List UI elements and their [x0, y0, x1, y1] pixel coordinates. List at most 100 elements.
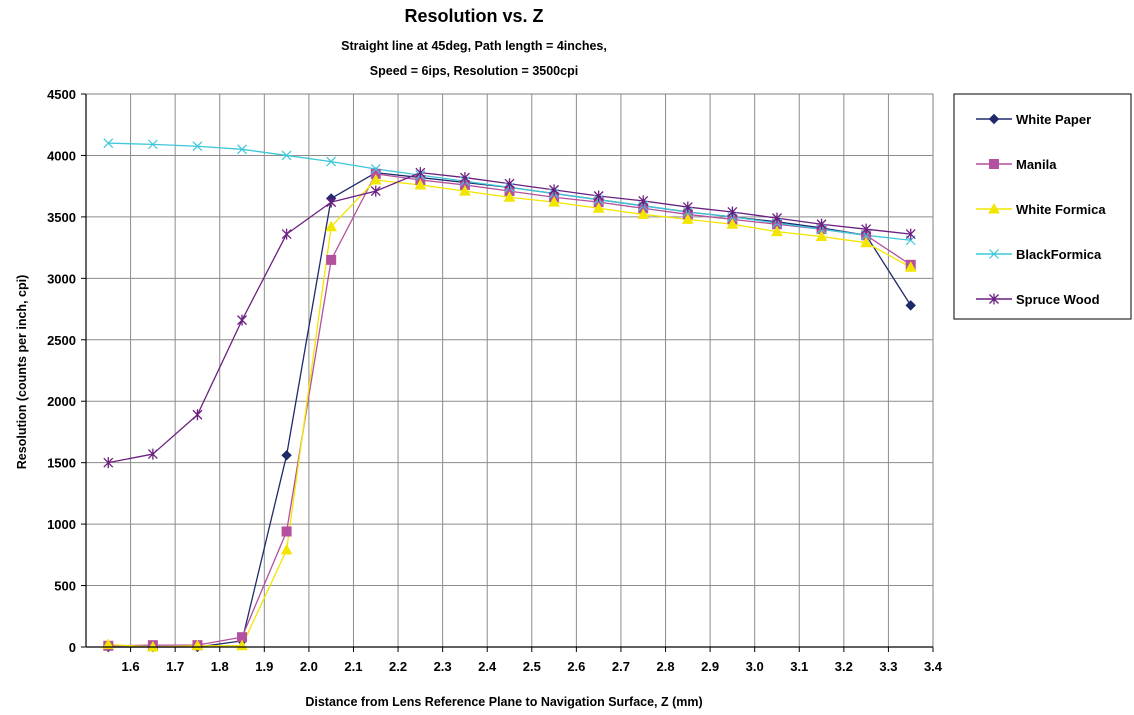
y-tick-label: 3000: [47, 271, 76, 286]
x-tick-label: 1.9: [255, 659, 273, 674]
legend-label-white-paper: White Paper: [1016, 112, 1091, 127]
point-spruce-wood: [549, 184, 560, 196]
point-spruce-wood: [772, 212, 782, 224]
y-tick-label: 500: [54, 579, 76, 594]
point-white-formica: [503, 191, 516, 202]
point-blackformica: [237, 144, 247, 155]
legend-item-manila: Manila: [976, 157, 1057, 172]
point-blackformica: [103, 138, 114, 149]
point-spruce-wood: [459, 172, 470, 184]
x-tick-label: 1.6: [122, 659, 140, 674]
point-spruce-wood: [281, 228, 292, 240]
point-spruce-wood: [147, 448, 158, 460]
point-spruce-wood: [593, 190, 604, 202]
point-white-paper: [281, 450, 292, 461]
point-white-formica: [860, 236, 872, 248]
legend-marker-manila: [989, 159, 999, 169]
point-manila: [326, 254, 337, 265]
y-tick-label: 4000: [47, 148, 76, 163]
point-spruce-wood: [103, 457, 114, 469]
x-tick-label: 2.2: [389, 659, 407, 674]
point-white-formica: [102, 638, 115, 650]
legend: White Paper Manila White Formica BlackFormi…: [953, 93, 1132, 320]
series-markers: [102, 138, 917, 653]
legend-label-manila: Manila: [1016, 157, 1057, 172]
point-white-formica: [592, 202, 605, 213]
legend-item-white-formica: White Formica: [976, 202, 1106, 217]
x-tick-label: 2.4: [478, 659, 497, 674]
legend-item-spruce-wood: Spruce Wood: [976, 292, 1100, 307]
point-blackformica: [147, 139, 158, 150]
point-spruce-wood: [638, 195, 649, 207]
legend-marker-spruce-wood: [989, 293, 999, 305]
point-blackformica: [326, 156, 337, 167]
point-white-formica: [414, 178, 427, 190]
x-tick-label: 2.5: [523, 659, 541, 674]
x-tick-label: 2.9: [701, 659, 719, 674]
x-tick-label: 3.1: [790, 659, 808, 674]
point-white-formica: [548, 196, 560, 207]
legend-item-white-paper: White Paper: [976, 112, 1091, 127]
legend-marker-white-formica: [988, 202, 1000, 214]
point-white-paper: [905, 300, 916, 311]
x-tick-label: 2.3: [434, 659, 452, 674]
x-tick-label: 3.2: [835, 659, 853, 674]
point-white-formica: [726, 218, 739, 229]
point-blackformica: [370, 164, 381, 174]
point-white-formica: [904, 261, 917, 272]
x-tick-label: 1.7: [166, 659, 184, 674]
x-tick-label: 2.8: [656, 659, 674, 674]
point-spruce-wood: [816, 218, 827, 230]
legend-label-white-formica: White Formica: [1016, 202, 1106, 217]
point-white-formica: [325, 220, 338, 232]
legend-label-blackformica: BlackFormica: [1016, 247, 1102, 262]
gridlines: [86, 94, 934, 647]
x-tick-label: 1.8: [211, 659, 229, 674]
x-axis-label: Distance from Lens Reference Plane to Na…: [305, 695, 702, 709]
point-spruce-wood: [861, 223, 872, 235]
point-spruce-wood: [326, 196, 337, 208]
point-white-formica: [280, 543, 293, 555]
chart-subtitle-line2: Speed = 6ips, Resolution = 3500cpi: [370, 64, 578, 78]
legend-item-blackformica: BlackFormica: [976, 247, 1102, 262]
point-manila: [281, 526, 292, 537]
point-spruce-wood: [905, 228, 916, 240]
x-tick-label: 2.1: [344, 659, 362, 674]
point-spruce-wood: [370, 185, 381, 197]
point-blackformica: [192, 141, 203, 152]
point-white-formica: [459, 185, 471, 196]
x-tick-label: 2.0: [300, 659, 318, 674]
point-white-formica: [681, 213, 694, 224]
legend-marker-white-paper: [988, 113, 1000, 125]
x-tick-label: 3.4: [924, 659, 943, 674]
y-tick-label: 1000: [47, 517, 76, 532]
plot-area: [86, 94, 933, 647]
point-white-formica: [637, 208, 650, 219]
legend-marker-blackformica: [989, 249, 999, 259]
chart-title: Resolution vs. Z: [404, 6, 543, 26]
point-spruce-wood: [192, 409, 203, 421]
y-tick-label: 2500: [47, 333, 76, 348]
legend-label-spruce-wood: Spruce Wood: [1016, 292, 1100, 307]
point-white-formica: [369, 173, 382, 185]
axes: [81, 93, 934, 652]
y-axis-label: Resolution (counts per inch, cpi): [15, 275, 29, 469]
x-tick-label: 2.7: [612, 659, 630, 674]
point-white-formica: [771, 225, 783, 237]
point-spruce-wood: [237, 314, 247, 326]
chart-subtitle-line1: Straight line at 45deg, Path length = 4i…: [341, 39, 607, 53]
point-blackformica: [281, 150, 292, 161]
y-tick-label: 3500: [47, 210, 76, 225]
y-tick-label: 0: [69, 640, 76, 655]
point-spruce-wood: [727, 206, 738, 218]
point-spruce-wood: [415, 167, 426, 179]
tick-labels: 0 500 1000 1500 2000 2500 3000 3500 4000 4500 1.6 1…: [47, 87, 943, 674]
y-tick-label: 4500: [47, 87, 76, 102]
point-white-formica: [815, 230, 828, 242]
legend-box: [953, 93, 1132, 320]
x-tick-label: 3.0: [746, 659, 764, 674]
point-spruce-wood: [504, 178, 515, 190]
point-spruce-wood: [682, 201, 693, 213]
y-tick-label: 1500: [47, 456, 76, 471]
